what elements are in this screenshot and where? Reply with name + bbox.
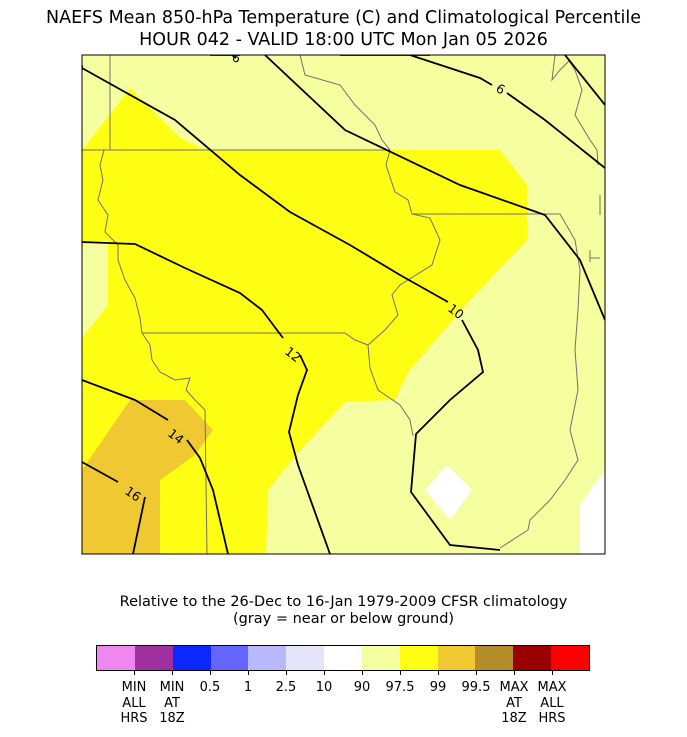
colorbar-tick-mark (209, 671, 211, 675)
region-below-2 (580, 470, 605, 554)
colorbar-swatch (97, 646, 135, 670)
colorbar-swatch (172, 646, 211, 670)
colorbar-tick-label: 99.5 (461, 680, 491, 695)
colorbar-tick-mark (399, 671, 401, 675)
colorbar-tick-label: MIN ALL HRS (120, 680, 148, 726)
colorbar-tick-label: MAX ALL HRS (537, 680, 567, 726)
chart-title: NAEFS Mean 850-hPa Temperature (C) and C… (46, 8, 641, 28)
colorbar-swatch (361, 646, 400, 670)
percentile-colorbar (96, 645, 590, 671)
colorbar-swatch (286, 646, 325, 670)
colorbar-tick-label: 1 (243, 680, 253, 695)
map-figure: 6 6 10 12 14 16 (81, 49, 606, 555)
climatology-caption: Relative to the 26-Dec to 16-Jan 1979-20… (119, 594, 568, 610)
colorbar-tick-label: 97.5 (385, 680, 415, 695)
temperature-contours (82, 55, 605, 554)
colorbar-tick-mark (475, 671, 477, 675)
region-99th (82, 400, 213, 554)
colorbar-swatch (475, 646, 514, 670)
colorbar-tick-mark (323, 671, 325, 675)
colorbar-tick-mark (171, 671, 173, 675)
colorbar-tick-label: 99 (429, 680, 447, 695)
colorbar-swatch (551, 646, 589, 670)
map-frame (81, 54, 606, 555)
gray-note-caption: (gray = near or below ground) (232, 611, 455, 627)
region-below-1 (425, 465, 472, 520)
colorbar-tick-mark (551, 671, 553, 675)
colorbar-tick-mark (247, 671, 249, 675)
colorbar-tick-mark (285, 671, 287, 675)
region-90th-west (82, 240, 108, 338)
colorbar-tick-label: 10 (315, 680, 333, 695)
colorbar-tick-label: 2.5 (275, 680, 297, 695)
colorbar-tick-mark (133, 671, 135, 675)
colorbar-tick-labels: MIN ALL HRS MIN AT 18Z 0.5 1 2.5 10 90 97.5 99 99.5 MA… (0, 680, 687, 736)
colorbar-tick-label: MIN AT 18Z (159, 680, 185, 726)
colorbar-tick-label: 0.5 (199, 680, 221, 695)
colorbar-swatch (513, 646, 552, 670)
colorbar-tick-mark (437, 671, 439, 675)
colorbar-swatch (248, 646, 287, 670)
colorbar-swatch (134, 646, 173, 670)
colorbar-tick-mark (361, 671, 363, 675)
colorbar-tick-label: 90 (353, 680, 371, 695)
chart-subtitle: HOUR 042 - VALID 18:00 UTC Mon Jan 05 20… (139, 30, 548, 50)
colorbar-swatch (437, 646, 476, 670)
colorbar-swatch (324, 646, 362, 670)
contour-label: 6 (230, 49, 244, 66)
colorbar-tick-mark (513, 671, 515, 675)
contour-label: 16 (122, 483, 144, 504)
colorbar-swatch (399, 646, 438, 670)
colorbar-swatch (210, 646, 249, 670)
colorbar-tick-label: MAX AT 18Z (499, 680, 529, 726)
